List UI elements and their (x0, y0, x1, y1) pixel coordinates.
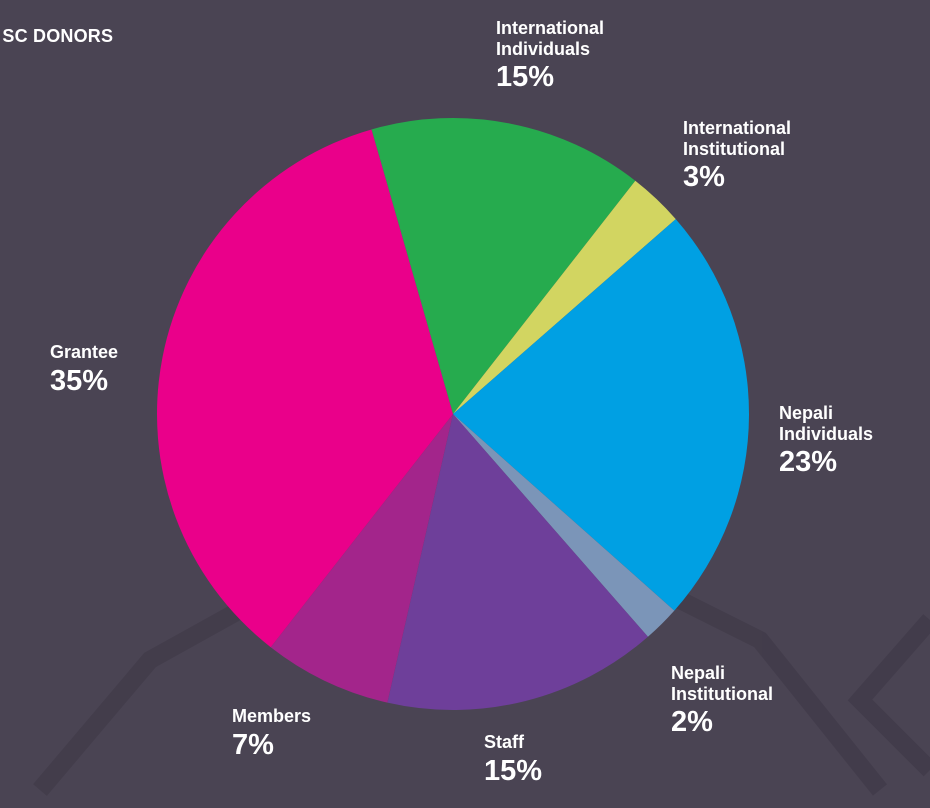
label-name: Staff (484, 732, 524, 752)
pie-slice-intl_inst (453, 180, 676, 414)
label-name: Nepali (779, 403, 834, 423)
pie-slice-grantee (157, 129, 453, 648)
label-name: Grantee (50, 342, 119, 362)
label-name: International (683, 118, 792, 138)
chart-title: F SC DONORS (0, 26, 114, 46)
label-nepali-individuals: Nepali Individuals 23% (779, 403, 873, 480)
label-name: Institutional (683, 138, 785, 159)
label-percent: 7% (232, 728, 274, 761)
label-name: Members (232, 706, 312, 726)
label-percent: 15% (484, 754, 543, 787)
pie-slice-nep_ind (453, 219, 750, 611)
pie-slice-staff (387, 414, 648, 711)
label-international-individuals: International Individuals 15% (496, 18, 604, 95)
pie-slice-intl_ind (371, 118, 636, 414)
label-name: International (496, 18, 605, 38)
label-percent: 23% (779, 446, 838, 479)
pie-slice-nep_inst (453, 414, 675, 637)
pie-slice-members (270, 414, 453, 703)
label-name: Institutional (671, 683, 773, 704)
label-percent: 2% (671, 706, 713, 739)
label-members: Members 7% (232, 706, 311, 762)
label-staff: Staff 15% (484, 732, 542, 788)
label-nepali-institutional: Nepali Institutional 2% (671, 663, 773, 740)
label-international-institutional: International Institutional 3% (683, 118, 791, 195)
label-name: Individuals (779, 423, 874, 444)
label-grantee: Grantee 35% (50, 342, 118, 398)
label-percent: 15% (496, 61, 555, 94)
label-percent: 3% (683, 161, 725, 194)
label-percent: 35% (50, 364, 109, 397)
label-name: Individuals (496, 38, 591, 59)
label-name: Nepali (671, 663, 726, 683)
